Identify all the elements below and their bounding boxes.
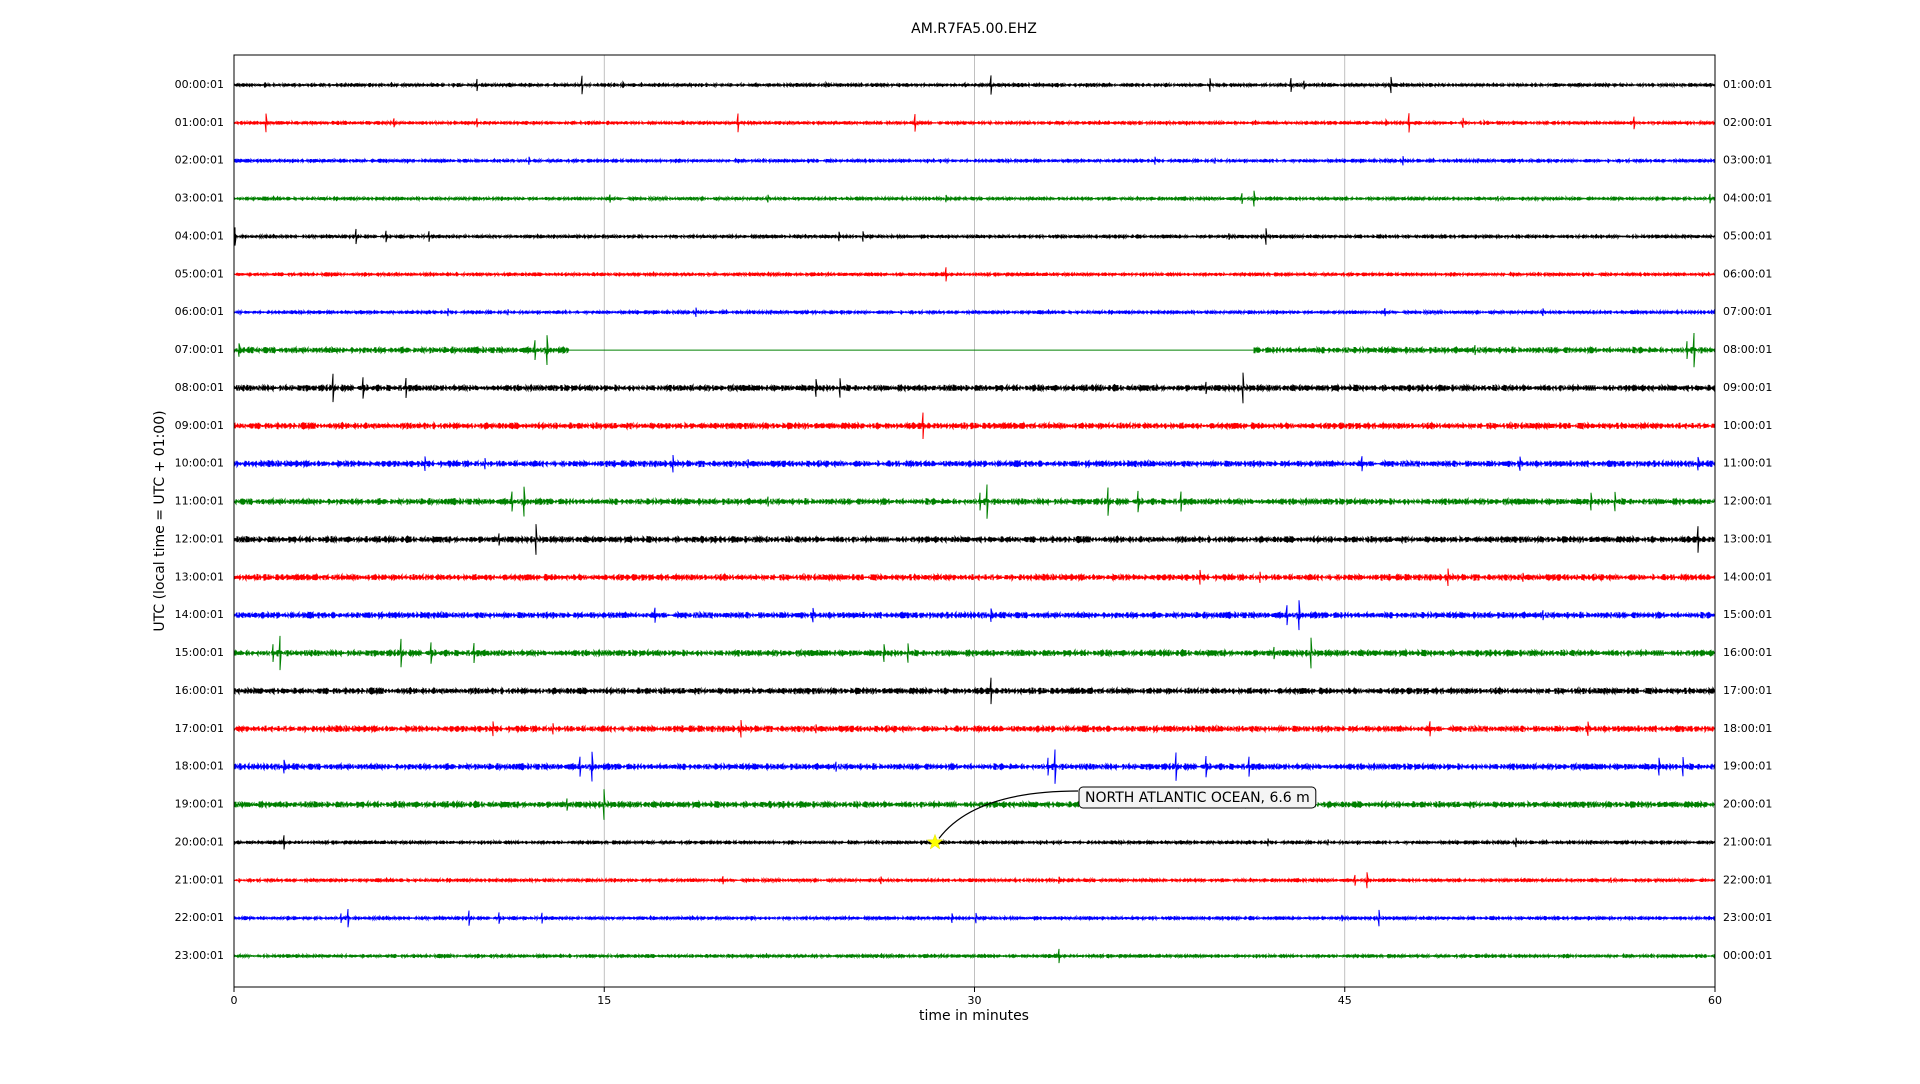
trace (233, 719, 1716, 738)
x-tick-label: 45 (1338, 994, 1352, 1007)
y-tick-label-left: 09:00:01 (175, 419, 224, 432)
trace (233, 484, 1716, 519)
y-tick-label-left: 18:00:01 (175, 760, 224, 773)
y-axis-label: UTC (local time = UTC + 01:00) (152, 410, 168, 631)
x-tick-label: 60 (1708, 994, 1722, 1007)
trace (233, 600, 1716, 631)
y-tick-label-left: 03:00:01 (175, 192, 224, 205)
x-tick-label: 0 (231, 994, 238, 1007)
y-tick-label-right: 00:00:01 (1723, 949, 1772, 962)
y-tick-label-right: 19:00:01 (1723, 760, 1772, 773)
y-tick-label-left: 04:00:01 (175, 229, 224, 242)
y-tick-label-right: 23:00:01 (1723, 911, 1772, 924)
x-tick-label: 30 (968, 994, 982, 1007)
trace (233, 749, 1716, 784)
trace (233, 568, 1716, 587)
y-tick-label-right: 07:00:01 (1723, 305, 1772, 318)
trace (233, 789, 1716, 820)
plot-frame (233, 54, 1716, 988)
y-tick-label-left: 16:00:01 (175, 684, 224, 697)
trace (233, 156, 1716, 166)
trace (233, 524, 1716, 555)
plot-area: 0 15 30 45 60 00:00:01 01:00:01 01:00:01 02:00:0… (175, 54, 1772, 1007)
trace (233, 635, 1716, 671)
event-marker (926, 833, 944, 850)
trace (233, 372, 1716, 404)
y-tick-label-left: 12:00:01 (175, 532, 224, 545)
y-tick-label-right: 04:00:01 (1723, 192, 1772, 205)
y-tick-label-left: 19:00:01 (175, 798, 224, 811)
annotation-text: NORTH ATLANTIC OCEAN, 6.6 m (1085, 790, 1310, 806)
y-tick-label-right: 15:00:01 (1723, 608, 1772, 621)
trace (233, 948, 1716, 964)
y-tick-label-left: 07:00:01 (175, 343, 224, 356)
y-tick-label-right: 12:00:01 (1723, 495, 1772, 508)
trace (233, 677, 1716, 705)
trace (233, 332, 1716, 368)
trace (233, 454, 1716, 473)
y-tick-label-left: 22:00:01 (175, 911, 224, 924)
y-tick-label-right: 18:00:01 (1723, 722, 1772, 735)
y-tick-label-right: 10:00:01 (1723, 419, 1772, 432)
trace (233, 75, 1716, 95)
y-tick-label-left: 21:00:01 (175, 873, 224, 886)
y-tick-label-right: 03:00:01 (1723, 154, 1772, 167)
y-tick-label-left: 00:00:01 (175, 78, 224, 91)
y-tick-label-left: 01:00:01 (175, 116, 224, 129)
annotation-box (1078, 786, 1317, 809)
trace (233, 190, 1716, 207)
trace (233, 267, 1716, 282)
trace (233, 412, 1716, 440)
y-tick-label-right: 05:00:01 (1723, 229, 1772, 242)
y-tick-label-right: 11:00:01 (1723, 457, 1772, 470)
y-tick-label-right: 21:00:01 (1723, 835, 1772, 848)
trace (233, 227, 1716, 246)
y-tick-label-left: 17:00:01 (175, 722, 224, 735)
trace (233, 835, 1716, 850)
y-tick-label-left: 23:00:01 (175, 949, 224, 962)
y-tick-label-left: 02:00:01 (175, 154, 224, 167)
trace (233, 872, 1716, 889)
x-tick-label: 15 (597, 994, 611, 1007)
y-tick-label-right: 13:00:01 (1723, 532, 1772, 545)
event-arrow (938, 790, 1079, 839)
y-tick-label-right: 02:00:01 (1723, 116, 1772, 129)
y-tick-label-left: 08:00:01 (175, 381, 224, 394)
trace (233, 113, 1716, 133)
y-tick-label-left: 20:00:01 (175, 835, 224, 848)
y-tick-label-right: 20:00:01 (1723, 798, 1772, 811)
y-tick-label-left: 05:00:01 (175, 267, 224, 280)
y-tick-label-right: 06:00:01 (1723, 267, 1772, 280)
y-tick-label-right: 08:00:01 (1723, 343, 1772, 356)
y-tick-label-left: 10:00:01 (175, 457, 224, 470)
y-tick-label-left: 13:00:01 (175, 570, 224, 583)
y-tick-label-right: 09:00:01 (1723, 381, 1772, 394)
y-tick-label-left: 06:00:01 (175, 305, 224, 318)
y-tick-label-left: 11:00:01 (175, 495, 224, 508)
y-tick-label-right: 16:00:01 (1723, 646, 1772, 659)
y-tick-label-right: 14:00:01 (1723, 570, 1772, 583)
trace (233, 307, 1716, 317)
y-tick-label-left: 14:00:01 (175, 608, 224, 621)
y-tick-label-right: 01:00:01 (1723, 78, 1772, 91)
y-tick-label-left: 15:00:01 (175, 646, 224, 659)
trace (233, 908, 1716, 928)
y-tick-label-right: 22:00:01 (1723, 873, 1772, 886)
y-tick-label-right: 17:00:01 (1723, 684, 1772, 697)
x-axis-label: time in minutes (919, 1008, 1029, 1024)
chart-title: AM.R7FA5.00.EHZ (911, 21, 1037, 37)
